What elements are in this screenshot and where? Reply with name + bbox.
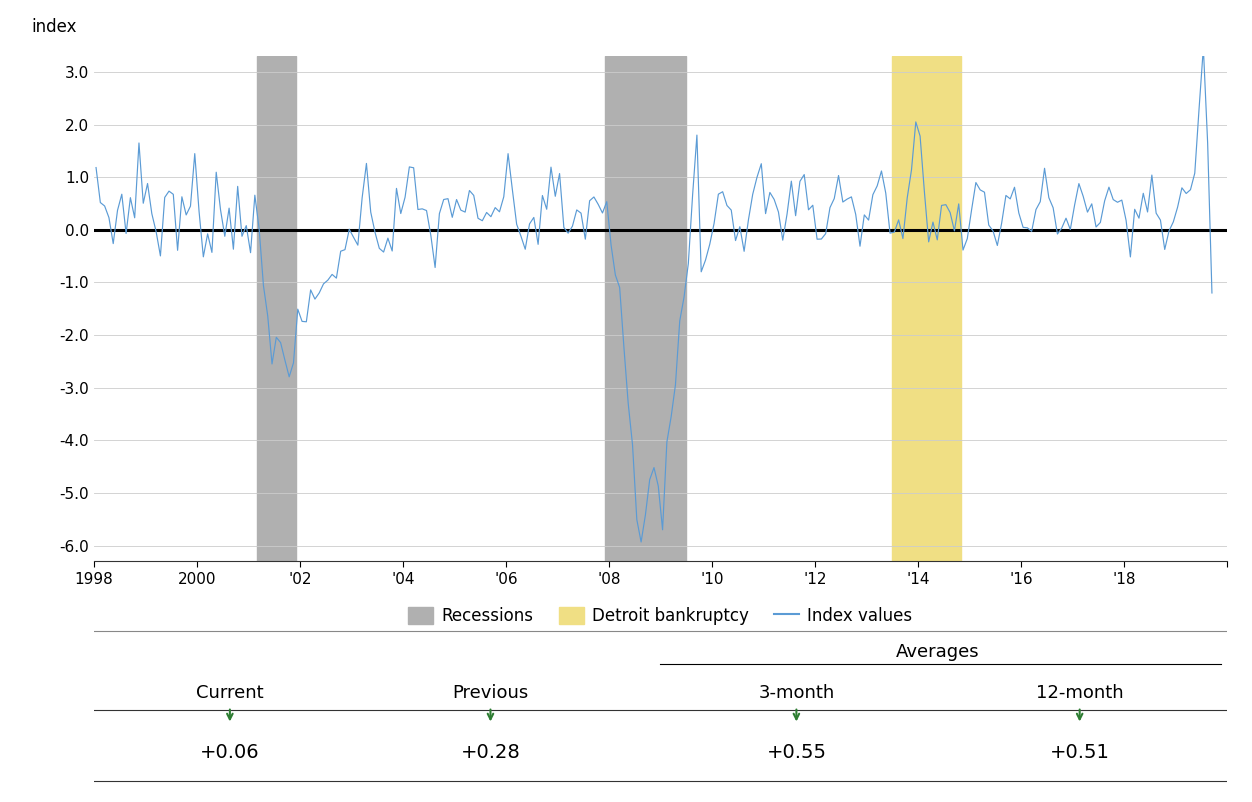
Bar: [605, 56, 686, 561]
Legend: Recessions, Detroit bankruptcy, Index values: Recessions, Detroit bankruptcy, Index va…: [402, 600, 919, 631]
Text: Current: Current: [197, 683, 264, 702]
Bar: [893, 56, 960, 561]
Text: Previous: Previous: [452, 683, 528, 702]
Text: +0.06: +0.06: [200, 743, 259, 762]
Text: +0.51: +0.51: [1049, 743, 1109, 762]
Text: 3-month: 3-month: [759, 683, 835, 702]
Text: +0.55: +0.55: [766, 743, 826, 762]
Bar: [257, 56, 295, 561]
Text: 12-month: 12-month: [1035, 683, 1123, 702]
Text: +0.28: +0.28: [461, 743, 521, 762]
Text: index: index: [31, 18, 78, 36]
Text: Averages: Averages: [896, 643, 980, 661]
